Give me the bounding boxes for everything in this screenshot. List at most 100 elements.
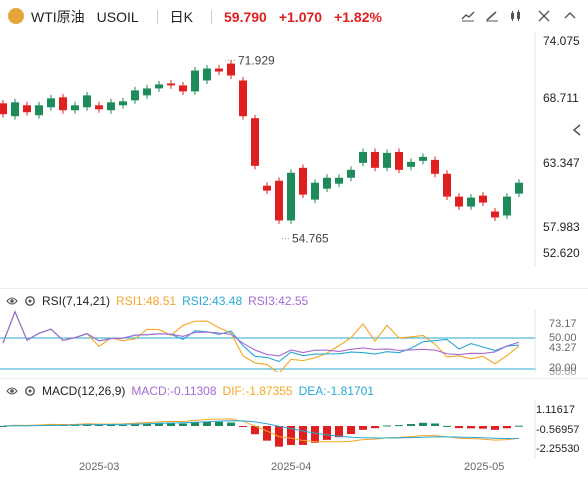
macd-legend: MACD(12,26,9) MACD:-0.11308 DIF:-1.87355…	[6, 384, 374, 398]
candle-body	[35, 105, 43, 116]
more-icon[interactable]	[560, 6, 580, 26]
candle-body	[491, 211, 499, 218]
macd-bar	[503, 426, 511, 429]
price-change: +1.070	[278, 9, 323, 25]
candle-body	[215, 68, 223, 72]
candle-body	[23, 105, 31, 113]
candle-body	[275, 180, 283, 221]
macd-bar	[311, 426, 319, 443]
time-axis-label: 2025-04	[271, 461, 312, 473]
macd-bar	[167, 422, 175, 426]
macd-bar	[191, 422, 199, 426]
candle-body	[371, 151, 379, 168]
settings-icon[interactable]	[24, 385, 36, 397]
candle-body	[143, 88, 151, 96]
price-axis-label: 63.347	[543, 156, 580, 170]
candle-body	[323, 177, 331, 189]
candle-body	[299, 167, 307, 195]
macd-bar	[371, 426, 379, 429]
indicator-icon[interactable]	[506, 6, 526, 26]
candle-body	[131, 90, 139, 101]
candle-body	[503, 196, 511, 216]
macd-bar	[203, 421, 211, 426]
rsi-chart[interactable]	[0, 310, 536, 372]
candle-body	[239, 80, 247, 117]
candle-body	[0, 103, 7, 115]
rsi1-line	[2, 310, 520, 372]
macd-bar	[347, 426, 355, 435]
visibility-icon[interactable]	[6, 385, 18, 397]
rsi-axis-label: 43.27	[549, 342, 577, 354]
candle-body	[431, 159, 439, 174]
rsi-axis-label: 20.00	[549, 362, 577, 374]
macd-bar	[419, 422, 427, 426]
macd-bar	[215, 421, 223, 426]
rsi2-value: RSI2:43.48	[182, 294, 243, 308]
macd-bar	[227, 422, 235, 426]
collapse-panel-icon[interactable]	[568, 118, 586, 142]
candle-body	[191, 70, 199, 92]
macd-bar	[335, 426, 343, 438]
candlestick-chart[interactable]: 71.929 54.765	[0, 32, 536, 266]
low-annotation: 54.765	[292, 232, 329, 246]
candle-body	[83, 95, 91, 108]
rsi-legend: RSI(7,14,21) RSI1:48.51 RSI2:43.48 RSI3:…	[6, 294, 308, 308]
settings-icon[interactable]	[24, 295, 36, 307]
candle-body	[167, 83, 175, 86]
candle-body	[59, 97, 67, 111]
candle-body	[107, 102, 115, 111]
candle-body	[335, 177, 343, 184]
rsi3-value: RSI3:42.55	[248, 294, 309, 308]
candle-body	[347, 169, 355, 178]
price-axis-label: 74.075	[543, 34, 580, 48]
macd-bar	[431, 423, 439, 426]
candle-body	[311, 182, 319, 200]
macd-bar	[131, 424, 139, 426]
macd-bar	[515, 425, 523, 427]
candle-body	[251, 118, 259, 166]
candle-body	[203, 68, 211, 81]
macd-bar	[143, 423, 151, 426]
price-axis-label: 57.983	[543, 220, 580, 234]
rsi2-line	[2, 310, 520, 363]
macd-bar	[407, 424, 415, 426]
dif-line	[2, 418, 520, 443]
time-axis-label: 2025-03	[79, 461, 120, 473]
macd-bar	[323, 426, 331, 440]
rsi1-value: RSI1:48.51	[116, 294, 177, 308]
draw-icon[interactable]	[482, 6, 502, 26]
candle-body	[155, 84, 163, 89]
chart-type-icon[interactable]	[458, 6, 478, 26]
symbol-name[interactable]: WTI原油	[31, 9, 85, 25]
macd-bar	[0, 426, 7, 427]
pane-divider	[0, 378, 588, 379]
rsi3-line	[2, 310, 520, 357]
current-price: 59.790	[224, 9, 267, 25]
candle-body	[263, 185, 271, 191]
macd-bar	[263, 426, 271, 441]
macd-bar	[287, 426, 295, 446]
interval-selector[interactable]: 日K	[169, 9, 194, 25]
macd-value: MACD:-0.11308	[131, 384, 217, 398]
candle-body	[383, 152, 391, 168]
candle-body	[179, 85, 187, 92]
candle-body	[71, 105, 79, 111]
macd-bar	[443, 425, 451, 427]
rsi-label: RSI(7,14,21)	[42, 294, 111, 308]
rsi-axis-label: 73.17	[549, 318, 577, 330]
fullscreen-icon[interactable]	[534, 6, 554, 26]
price-axis-label: 68.711	[543, 91, 579, 105]
candle-body	[95, 105, 103, 110]
rsi-axis-label: 50.00	[549, 332, 577, 344]
macd-axis-label: -0.56957	[536, 424, 580, 436]
header-divider	[156, 10, 158, 24]
macd-chart[interactable]	[0, 400, 536, 458]
commodity-icon	[8, 8, 24, 24]
macd-bar	[359, 426, 367, 430]
candle-body	[11, 102, 19, 117]
pane-divider	[0, 288, 588, 289]
dea-value: DEA:-1.81701	[298, 384, 374, 398]
visibility-icon[interactable]	[6, 295, 18, 307]
candle-body	[419, 156, 427, 161]
